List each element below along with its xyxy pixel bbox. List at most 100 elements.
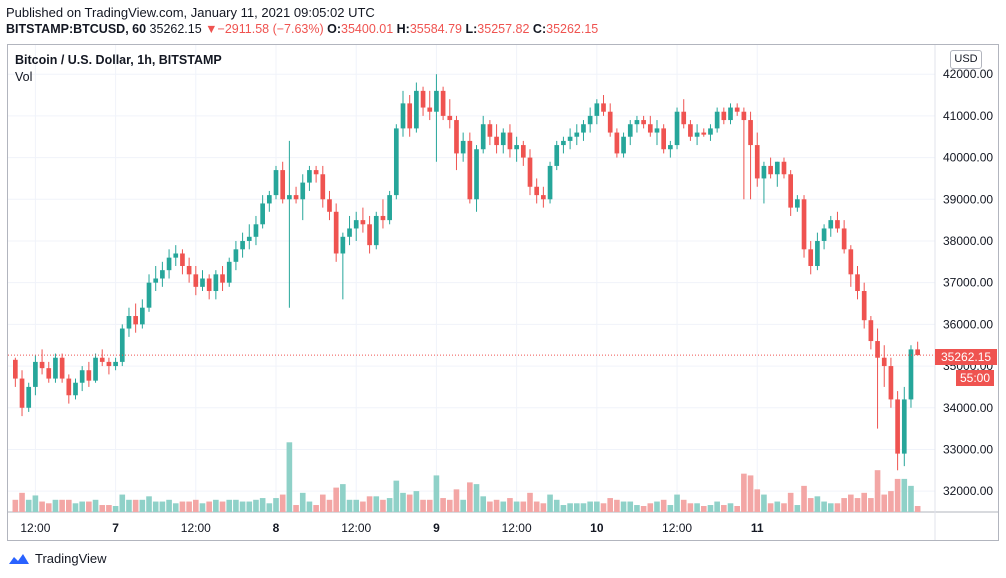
volume-bar — [513, 501, 520, 512]
volume-bar — [827, 503, 834, 512]
candle-body — [160, 270, 165, 279]
volume-bar — [19, 492, 25, 512]
volume-bar — [700, 506, 707, 512]
volume-bar — [794, 505, 801, 512]
candle-body — [73, 382, 78, 396]
candle-body — [347, 228, 352, 237]
bar-countdown-tag: 55:00 — [956, 370, 994, 386]
volume-bar — [286, 442, 293, 512]
candle-body — [387, 195, 392, 221]
volume-bar — [507, 498, 513, 512]
volume-bar — [380, 499, 386, 512]
x-tick-label: 8 — [273, 521, 280, 535]
x-tick-label: 10 — [590, 521, 604, 535]
close-value: 35262.15 — [546, 22, 599, 36]
candle-body — [561, 140, 566, 146]
volume-bar — [126, 499, 132, 512]
tradingview-logo-icon — [9, 553, 29, 564]
volume-bar — [52, 499, 59, 512]
chart-legend-title: Bitcoin / U.S. Dollar, 1h, BITSTAMP — [15, 53, 222, 67]
volume-bar — [553, 499, 560, 512]
volume-bar — [801, 485, 807, 512]
x-tick-label: 12:00 — [662, 521, 692, 535]
candle-body — [99, 357, 105, 362]
candle-body — [654, 128, 660, 133]
candle-body — [53, 357, 58, 379]
candle-body — [494, 136, 499, 146]
volume-bar — [112, 506, 119, 512]
candle-body — [293, 195, 299, 200]
volume-bar — [473, 484, 480, 512]
symbol[interactable]: BITSTAMP:BTCUSD, 60 — [6, 22, 147, 36]
volume-bar — [453, 489, 460, 512]
volume-bar — [707, 505, 714, 512]
candle-body — [240, 240, 245, 250]
candle-body — [79, 370, 85, 383]
currency-badge[interactable]: USD — [950, 50, 982, 69]
candle-body — [587, 115, 593, 125]
volume-bar — [747, 475, 754, 512]
volume-bar — [908, 485, 914, 512]
volume-bar — [594, 501, 600, 512]
candle-body — [246, 236, 252, 241]
tradingview-logo[interactable]: TradingView — [8, 551, 107, 566]
volume-bar — [614, 499, 620, 512]
volume-bar — [854, 498, 861, 512]
candle-body — [781, 161, 787, 175]
chart-area[interactable] — [7, 44, 999, 541]
volume-bar — [914, 506, 921, 512]
candle-body — [888, 366, 894, 400]
candle-body — [668, 145, 673, 150]
volume-bar — [647, 503, 654, 512]
volume-bar — [353, 499, 360, 512]
volume-bar — [299, 492, 306, 512]
candle-body — [754, 145, 760, 179]
volume-bar — [547, 494, 553, 512]
candle-body — [434, 90, 439, 112]
candle-body — [353, 220, 359, 229]
volume-bar — [199, 503, 206, 512]
volume-bar — [293, 505, 299, 512]
candle-body — [815, 240, 820, 266]
x-tick-label: 12:00 — [20, 521, 50, 535]
volume-bar — [172, 503, 179, 512]
candle-body — [313, 170, 319, 175]
candle-body — [795, 199, 800, 208]
candle-body — [414, 90, 419, 129]
volume-bar — [834, 503, 841, 512]
candle-body — [647, 124, 653, 133]
candle-body — [828, 220, 834, 229]
x-tick-label: 9 — [433, 521, 440, 535]
volume-bar — [741, 473, 747, 512]
volume-bar — [888, 491, 894, 512]
candle-body — [333, 211, 339, 254]
volume-bar — [467, 482, 473, 512]
candle-body — [607, 111, 613, 133]
volume-bar — [346, 499, 353, 512]
volume-bar — [360, 501, 366, 512]
volume-bar — [774, 501, 781, 512]
candle-body — [861, 291, 867, 321]
candle-body — [226, 261, 232, 283]
candle-body — [153, 278, 159, 283]
candle-body — [821, 228, 827, 241]
volume-bar — [894, 478, 901, 512]
published-line: Published on TradingView.com, January 11… — [6, 5, 375, 20]
volume-bar — [366, 496, 373, 512]
volume-bar — [373, 496, 380, 512]
volume-bar — [45, 503, 52, 512]
candle-body — [186, 265, 192, 275]
candle-body — [701, 132, 707, 135]
candle-body — [474, 149, 479, 200]
volume-bar — [627, 501, 634, 512]
candle-body — [554, 145, 560, 166]
candle-body — [875, 341, 880, 358]
candle-body — [641, 120, 646, 125]
volume-bar — [587, 501, 593, 512]
candle-body — [26, 386, 32, 408]
volume-bar — [687, 503, 694, 512]
candle-body — [601, 103, 606, 112]
volume-bar — [654, 501, 660, 512]
candle-body — [855, 274, 860, 292]
